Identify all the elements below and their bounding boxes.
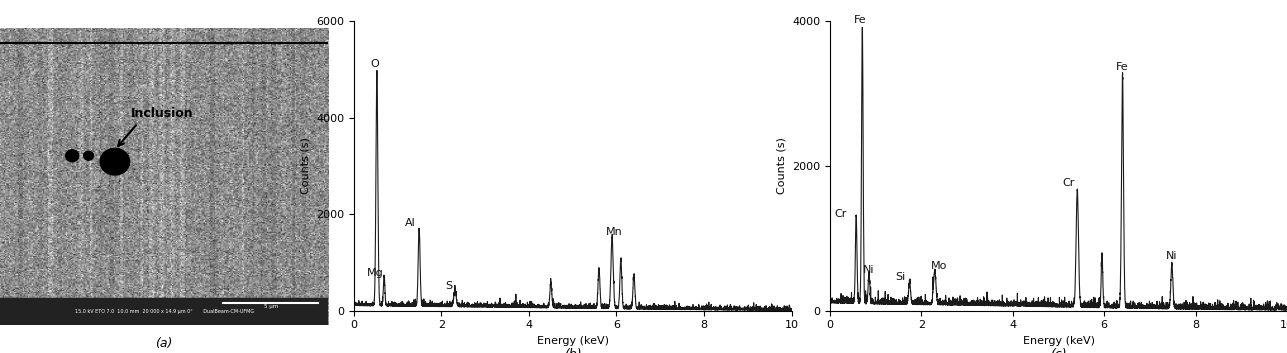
Y-axis label: Counts (s): Counts (s): [777, 137, 786, 195]
Text: Al: Al: [405, 218, 416, 228]
Text: Fe: Fe: [853, 14, 866, 25]
Text: (c): (c): [1050, 348, 1067, 353]
Text: O: O: [371, 59, 380, 69]
Circle shape: [84, 151, 94, 160]
Text: 15.0 kV ETO 7.0  10.0 mm  20 000 x 14.9 μm 0°       DualBeam-CM-UFMG: 15.0 kV ETO 7.0 10.0 mm 20 000 x 14.9 μm…: [75, 309, 254, 314]
Circle shape: [66, 150, 79, 162]
Text: Mg: Mg: [367, 268, 384, 278]
Circle shape: [100, 148, 130, 175]
Text: 5 μm: 5 μm: [264, 304, 278, 310]
Text: (a): (a): [156, 337, 172, 349]
Text: Ni: Ni: [864, 265, 875, 275]
Text: Si: Si: [896, 272, 906, 282]
Y-axis label: Counts (s): Counts (s): [301, 137, 310, 195]
X-axis label: Energy (keV): Energy (keV): [537, 336, 609, 346]
Text: Ni: Ni: [1166, 251, 1178, 261]
Text: Mo: Mo: [931, 261, 947, 271]
Text: (b): (b): [564, 348, 582, 353]
Text: Mn: Mn: [606, 227, 623, 237]
Text: S: S: [445, 281, 452, 291]
Text: Cr: Cr: [1062, 178, 1075, 188]
Bar: [0, 298, 328, 325]
Text: Cr: Cr: [834, 209, 847, 219]
X-axis label: Energy (keV): Energy (keV): [1023, 336, 1094, 346]
Text: Fe: Fe: [1116, 62, 1129, 72]
Text: Inclusion: Inclusion: [131, 107, 194, 120]
